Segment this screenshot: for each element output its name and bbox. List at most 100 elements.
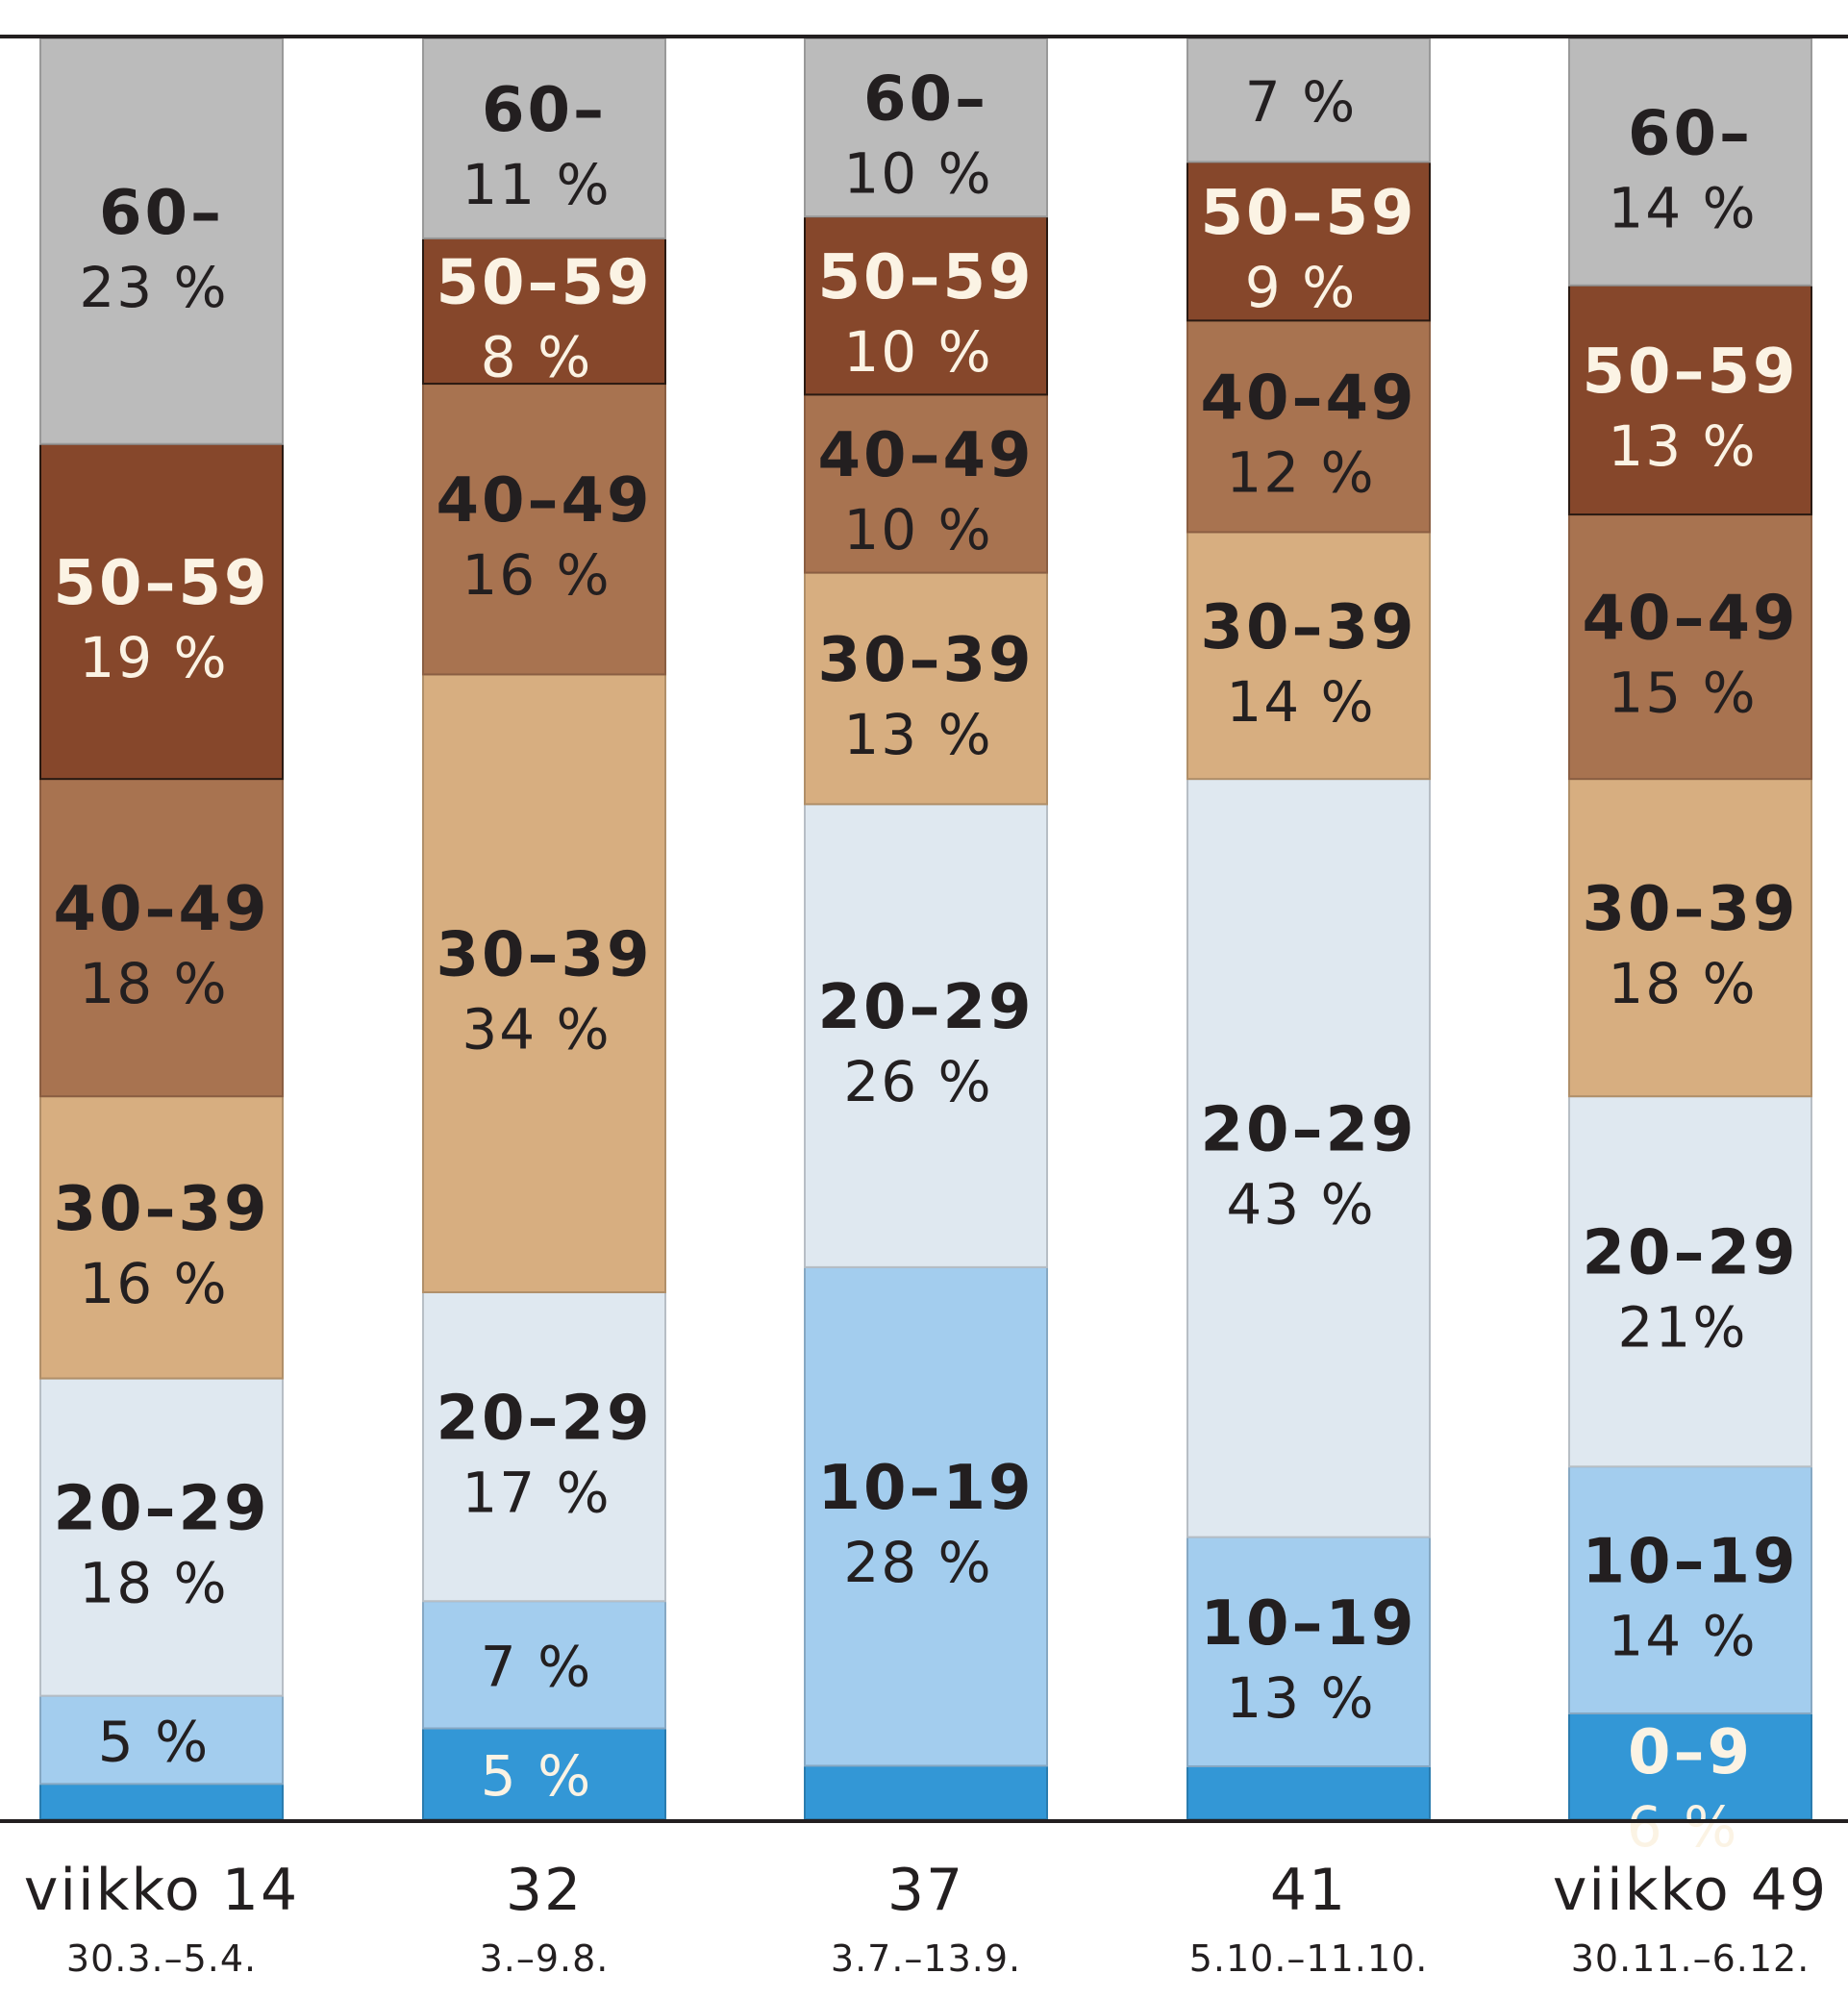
bar-segment-10-19 bbox=[422, 1600, 666, 1730]
segment-age-label: 20–29 bbox=[53, 1474, 269, 1545]
segment-percent-label: 10 % bbox=[843, 497, 992, 562]
segment-percent-label: 16 % bbox=[79, 1251, 228, 1316]
segment-age-label: 50–59 bbox=[817, 242, 1034, 313]
segment-age-label: 60– bbox=[1628, 98, 1753, 169]
segment-percent-label: 14 % bbox=[1226, 669, 1375, 735]
segment-age-label: 50–59 bbox=[436, 247, 652, 318]
segment-age-label: 50–59 bbox=[1582, 337, 1798, 408]
bar-segment-20-29 bbox=[1568, 1095, 1812, 1468]
segment-percent-label: 10 % bbox=[843, 141, 992, 207]
segment-age-label: 0–9 bbox=[1628, 1717, 1753, 1788]
segment-age-label: 40–49 bbox=[1582, 584, 1798, 655]
segment-percent-label: 10 % bbox=[843, 319, 992, 385]
segment-percent-label: 7 % bbox=[481, 1634, 592, 1699]
segment-age-label: 60– bbox=[863, 64, 988, 136]
segment-age-label: 60– bbox=[482, 75, 607, 146]
bar-segment-60- bbox=[39, 37, 284, 445]
segment-percent-label: 17 % bbox=[462, 1461, 611, 1526]
bar-segment-10-19 bbox=[1186, 1536, 1431, 1767]
bar-segment-40-49 bbox=[39, 778, 284, 1098]
segment-percent-label: 13 % bbox=[1608, 413, 1757, 479]
segment-age-label: 10–19 bbox=[1200, 1588, 1416, 1660]
category-label: viikko 49 bbox=[1553, 1857, 1828, 1924]
category-date-label: 30.11.–6.12. bbox=[1571, 1937, 1811, 1980]
segment-age-label: 30–39 bbox=[1582, 874, 1798, 945]
category-label: 41 bbox=[1270, 1857, 1347, 1924]
bar-segment-60- bbox=[1568, 37, 1812, 287]
segment-percent-label: 16 % bbox=[462, 542, 611, 608]
bar-segment-30-39 bbox=[1568, 778, 1812, 1098]
segment-percent-label: 8 % bbox=[481, 324, 592, 389]
bar-segment-60- bbox=[422, 37, 666, 239]
bar-segment-20-29 bbox=[422, 1290, 666, 1603]
bar-segment-50-59 bbox=[804, 215, 1048, 396]
segment-age-label: 50–59 bbox=[1200, 178, 1416, 249]
segment-percent-label: 6 % bbox=[1627, 1794, 1738, 1860]
category-label: 32 bbox=[506, 1857, 583, 1924]
segment-age-label: 30–39 bbox=[436, 920, 652, 991]
bar-segment-40-49 bbox=[422, 383, 666, 676]
bar-segment-30-39 bbox=[422, 673, 666, 1293]
category-labels-layer: viikko 14 30.3.–5.4. 32 3.–9.8. 37 3.7.–13.9.… bbox=[24, 1857, 1828, 1980]
segment-percent-label: 14 % bbox=[1608, 1604, 1757, 1669]
bar-segment-60- bbox=[804, 37, 1048, 218]
segment-percent-label: 34 % bbox=[462, 997, 611, 1062]
segment-percent-label: 12 % bbox=[1226, 439, 1375, 505]
segment-age-label: 10–19 bbox=[817, 1453, 1034, 1524]
category-date-label: 3.7.–13.9. bbox=[831, 1937, 1021, 1980]
category-label: viikko 14 bbox=[24, 1857, 299, 1924]
segment-age-label: 20–29 bbox=[1582, 1218, 1798, 1289]
segment-percent-label: 19 % bbox=[79, 625, 228, 690]
segment-age-label: 40–49 bbox=[53, 874, 269, 945]
segment-age-label: 20–29 bbox=[817, 972, 1034, 1043]
segment-age-label: 30–39 bbox=[817, 625, 1034, 696]
segment-age-label: 30–39 bbox=[1200, 592, 1416, 663]
bar-segment-50-59 bbox=[422, 237, 666, 386]
segment-age-label: 10–19 bbox=[1582, 1527, 1798, 1598]
segment-age-label: 40–49 bbox=[436, 465, 652, 537]
segment-age-label: 20–29 bbox=[436, 1384, 652, 1455]
bar-segment-0-9 bbox=[1568, 1712, 1812, 1821]
segment-percent-label: 26 % bbox=[843, 1049, 992, 1114]
segment-percent-label: 13 % bbox=[1226, 1665, 1375, 1731]
bar-segment-0-9 bbox=[39, 1783, 284, 1821]
bar-segment-0-9 bbox=[804, 1764, 1048, 1820]
category-date-label: 30.3.–5.4. bbox=[66, 1937, 257, 1980]
segment-age-label: 40–49 bbox=[817, 420, 1034, 491]
segment-percent-label: 23 % bbox=[79, 255, 228, 320]
segment-percent-label: 18 % bbox=[79, 1551, 228, 1616]
segment-percent-label: 5 % bbox=[481, 1743, 592, 1809]
segment-percent-label: 14 % bbox=[1608, 175, 1757, 240]
bar-segment-20-29 bbox=[1186, 778, 1431, 1538]
bar-segment-50-59 bbox=[39, 442, 284, 781]
bar-segment-60- bbox=[1186, 37, 1431, 163]
segment-percent-label: 21% bbox=[1618, 1295, 1748, 1361]
segment-percent-label: 7 % bbox=[1245, 69, 1357, 135]
segment-percent-label: 9 % bbox=[1245, 255, 1357, 320]
bar-segment-30-39 bbox=[804, 571, 1048, 806]
segment-age-label: 60– bbox=[99, 178, 224, 249]
segment-age-label: 40–49 bbox=[1200, 362, 1416, 434]
bar-segment-40-49 bbox=[1568, 513, 1812, 781]
bar-segment-20-29 bbox=[39, 1377, 284, 1697]
segment-percent-label: 18 % bbox=[1608, 951, 1757, 1016]
segment-percent-label: 18 % bbox=[79, 951, 228, 1016]
category-date-label: 3.–9.8. bbox=[480, 1937, 610, 1980]
segment-age-label: 20–29 bbox=[1200, 1094, 1416, 1165]
bar-segment-0-9 bbox=[1186, 1764, 1431, 1821]
bar-segment-10-19 bbox=[39, 1694, 284, 1786]
segment-percent-label: 15 % bbox=[1608, 661, 1757, 726]
segment-age-label: 30–39 bbox=[53, 1174, 269, 1245]
segment-percent-label: 5 % bbox=[98, 1709, 210, 1774]
bar-segment-40-49 bbox=[1186, 319, 1431, 534]
segment-age-label: 50–59 bbox=[53, 548, 269, 619]
category-label: 37 bbox=[887, 1857, 964, 1924]
category-date-label: 5.10.–11.10. bbox=[1189, 1937, 1429, 1980]
bar-segment-20-29 bbox=[804, 803, 1048, 1268]
bar-segment-40-49 bbox=[804, 393, 1048, 574]
segment-percent-label: 13 % bbox=[843, 702, 992, 767]
bar-segment-50-59 bbox=[1186, 161, 1431, 322]
segment-percent-label: 28 % bbox=[843, 1530, 992, 1595]
